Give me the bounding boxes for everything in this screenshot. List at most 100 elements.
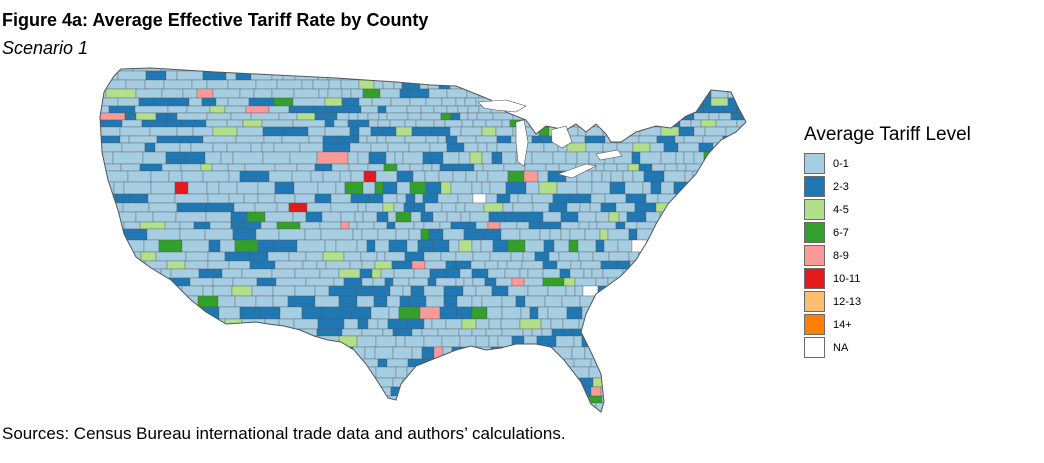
county-cell <box>424 202 443 213</box>
county-cell <box>188 97 203 107</box>
county-cell <box>350 306 372 320</box>
county-cell <box>212 88 241 99</box>
county-cell <box>156 135 182 144</box>
county-cell <box>632 170 645 183</box>
county-cell <box>652 318 670 330</box>
county-cell <box>357 318 369 330</box>
county-cell <box>117 335 142 348</box>
county-cell <box>367 318 379 330</box>
county-cell <box>439 163 455 172</box>
county-cell <box>544 79 564 90</box>
county-cell <box>638 79 656 90</box>
county-cell <box>408 228 422 241</box>
county-cell <box>350 193 370 204</box>
county-cell <box>393 268 415 279</box>
county-cell <box>531 193 554 204</box>
county-cell <box>365 402 378 412</box>
county-cell <box>367 163 385 172</box>
county-cell <box>317 318 345 330</box>
county-cell <box>718 163 739 172</box>
legend-swatch <box>804 199 825 220</box>
county-cell <box>735 170 746 183</box>
county-cell <box>138 386 166 397</box>
county-cell <box>632 142 651 153</box>
county-cell <box>401 79 421 90</box>
county-cell <box>584 135 606 144</box>
county-cell <box>698 277 719 287</box>
county-cell <box>503 377 520 388</box>
county-cell <box>475 318 490 330</box>
county-cell <box>376 135 387 144</box>
county-cell <box>268 170 293 183</box>
county-cell <box>341 328 363 337</box>
county-cell <box>647 335 665 348</box>
county-cell <box>676 395 689 404</box>
county-cell <box>100 306 121 320</box>
county-cell <box>725 260 737 270</box>
county-cell <box>257 239 275 253</box>
county-cell <box>611 402 631 412</box>
legend-label: 2-3 <box>833 180 849 193</box>
county-cell <box>507 170 525 183</box>
county-cell <box>752 229 756 240</box>
county-cell <box>667 211 681 223</box>
county-cell <box>577 211 597 223</box>
county-cell <box>205 211 232 223</box>
county-cell <box>585 68 596 72</box>
county-cell <box>406 415 423 418</box>
county-cell <box>377 119 391 128</box>
county-cell <box>362 211 378 223</box>
county-cell <box>721 68 744 72</box>
county-cell <box>621 79 640 90</box>
county-cell <box>227 79 257 90</box>
county-cell <box>314 193 332 204</box>
county-cell <box>347 119 370 128</box>
county-cell <box>370 306 390 320</box>
county-cell <box>246 211 266 223</box>
county-cell <box>373 221 388 230</box>
county-cell <box>568 239 579 253</box>
county-cell <box>197 295 219 308</box>
county-cell <box>698 335 711 348</box>
county-cell <box>335 181 346 195</box>
county-cell <box>640 402 658 412</box>
county-cell <box>121 346 144 360</box>
county-cell <box>524 295 546 308</box>
county-cell <box>145 70 167 81</box>
county-cell <box>520 386 532 397</box>
county-cell <box>302 260 318 270</box>
county-cell <box>624 221 638 230</box>
county-cell <box>384 68 406 72</box>
county-cell <box>242 119 263 128</box>
county-cell <box>407 70 420 81</box>
county-cell <box>609 112 632 121</box>
county-cell <box>482 163 505 172</box>
county-cell <box>501 295 517 308</box>
county-cell <box>100 239 124 253</box>
county-cell <box>663 335 682 348</box>
legend-swatch <box>804 222 825 243</box>
county-cell <box>684 328 707 337</box>
county-cell <box>715 328 732 337</box>
county-cell <box>389 119 406 128</box>
county-cell <box>611 285 626 297</box>
county-cell <box>668 318 684 330</box>
county-cell <box>368 151 387 165</box>
county-cell <box>629 402 642 412</box>
county-cell <box>576 97 598 107</box>
county-cell <box>223 328 235 337</box>
county-cell <box>511 335 525 348</box>
county-cell <box>172 335 205 348</box>
county-cell <box>522 112 537 121</box>
county-cell <box>140 402 172 412</box>
county-cell <box>568 97 578 107</box>
county-cell <box>270 346 293 360</box>
county-cell <box>555 386 568 397</box>
county-cell <box>573 119 595 128</box>
county-cell <box>419 306 441 320</box>
county-cell <box>714 306 733 320</box>
county-cell <box>607 277 621 287</box>
county-cell <box>260 415 271 418</box>
county-cell <box>100 295 127 308</box>
county-cell <box>465 68 478 72</box>
